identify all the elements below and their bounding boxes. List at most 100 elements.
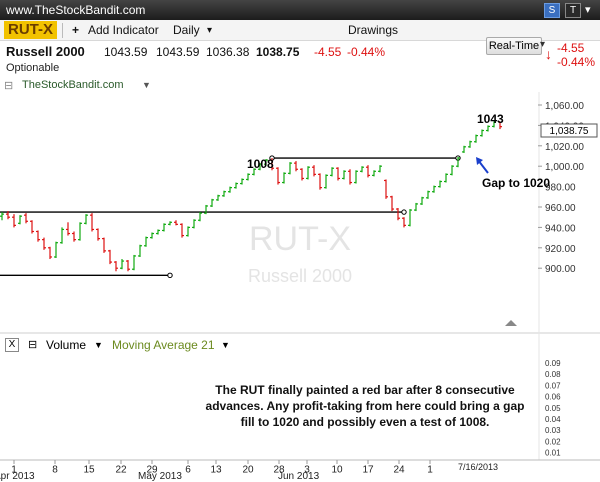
volume-collapse-icon[interactable]: ⊟	[28, 339, 38, 351]
side-change-pct: -0.44%	[557, 55, 596, 69]
interval-select[interactable]: Daily	[173, 23, 200, 37]
price-bar	[474, 134, 478, 143]
x-tick-label: 10	[331, 464, 343, 475]
price-bar	[90, 213, 94, 232]
month-label: Jun 2013	[278, 471, 320, 482]
realtime-chevron-icon[interactable]: ▾	[540, 39, 546, 50]
label-1008: 1008	[247, 157, 274, 171]
price-bar	[114, 261, 118, 272]
price-bar	[282, 172, 286, 184]
line-handle[interactable]	[167, 272, 173, 279]
collapse-icon[interactable]: ⊟	[4, 80, 14, 92]
price-bar	[72, 231, 76, 242]
volume-chevron-icon[interactable]: ▼	[94, 340, 103, 350]
volume-tick-label: 0.03	[545, 426, 561, 435]
price-bar	[330, 167, 334, 177]
gap-arrowhead-icon	[476, 157, 483, 165]
line-handle[interactable]	[401, 209, 407, 215]
price-bar	[48, 246, 52, 260]
quote-change: -4.55	[314, 45, 342, 59]
price-bar	[66, 222, 70, 236]
add-indicator-button[interactable]: Add Indicator	[88, 23, 159, 37]
price-bar	[84, 214, 88, 225]
close-icon[interactable]: X	[5, 338, 19, 352]
volume-tick-label: 0.08	[545, 370, 561, 379]
arrow-down-icon: ↓	[545, 46, 552, 62]
price-bar	[438, 180, 442, 188]
interval-chevron-icon[interactable]: ▾	[207, 25, 213, 36]
price-bar	[42, 237, 46, 250]
drawings-button[interactable]: Drawings	[348, 23, 399, 37]
s-menu-button[interactable]: S	[544, 3, 560, 18]
price-bar	[138, 244, 142, 257]
price-bar	[162, 223, 166, 232]
y-tick-label: 940.00	[545, 223, 576, 234]
scroll-up-icon[interactable]	[505, 320, 517, 326]
x-tick-label: 8	[52, 464, 58, 475]
volume-tick-label: 0.09	[545, 359, 561, 368]
x-tick-label: 28	[273, 464, 285, 475]
volume-label: Volume	[46, 338, 87, 352]
price-bar	[120, 259, 124, 270]
price-bar	[24, 213, 28, 224]
price-bar	[6, 211, 10, 220]
chart-menu-chevron-icon[interactable]: ▼	[142, 80, 151, 90]
watermark-symbol: RUT-X	[249, 220, 351, 258]
title-bar: www.TheStockBandit.com S T ▾	[0, 0, 600, 20]
price-bar	[402, 217, 406, 228]
price-bar	[228, 186, 232, 193]
y-tick-label: 920.00	[545, 244, 576, 255]
price-bar	[486, 125, 490, 132]
price-bar	[192, 219, 196, 229]
price-bar	[348, 169, 352, 185]
price-bar	[342, 170, 346, 180]
price-bar	[270, 158, 274, 171]
x-tick-label: 1	[427, 464, 433, 475]
window-title: www.TheStockBandit.com	[6, 3, 146, 17]
price-bar	[216, 194, 220, 201]
quote-low: 1036.38	[206, 45, 250, 59]
t-menu-button[interactable]: T	[565, 3, 581, 18]
x-tick-label: 13	[210, 464, 222, 475]
price-bar	[366, 165, 370, 178]
price-bar	[336, 167, 340, 181]
y-tick-label: 900.00	[545, 264, 576, 275]
price-bar	[102, 237, 106, 253]
volume-tick-label: 0.02	[545, 437, 561, 446]
y-tick-label: 960.00	[545, 203, 576, 214]
chart-title: TheStockBandit.com	[22, 79, 124, 91]
ma-chevron-icon[interactable]: ▼	[221, 340, 230, 350]
price-bar	[456, 157, 460, 168]
chevron-down-icon[interactable]: ▾	[585, 4, 591, 16]
price-bar	[126, 260, 130, 272]
price-bar	[294, 161, 298, 172]
price-bar	[174, 220, 178, 226]
price-bar	[108, 249, 112, 265]
volume-tick-label: 0.05	[545, 404, 561, 413]
price-bar	[180, 223, 184, 238]
volume-tick-label: 0.04	[545, 415, 561, 424]
price-bar	[264, 159, 268, 167]
month-label: May 2013	[138, 471, 182, 482]
realtime-button[interactable]: Real-Time	[486, 37, 542, 55]
price-bar	[156, 229, 160, 235]
price-bar	[444, 173, 448, 183]
watermark-name: Russell 2000	[248, 266, 352, 286]
price-callout: 1,038.75	[550, 126, 589, 137]
volume-tick-label: 0.07	[545, 381, 561, 390]
price-bar	[168, 221, 172, 226]
price-bar	[252, 168, 256, 176]
add-indicator-plus-icon[interactable]: +	[72, 23, 80, 37]
price-bar	[258, 163, 262, 171]
price-bar	[18, 215, 22, 225]
quote-last: 1038.75	[256, 45, 300, 59]
price-bar	[306, 166, 310, 180]
price-bar	[276, 167, 280, 185]
price-bar	[204, 204, 208, 215]
x-tick-label: 29	[146, 464, 158, 475]
symbol-input[interactable]: RUT-X	[4, 21, 57, 39]
price-bar	[234, 182, 238, 189]
price-bar	[384, 179, 388, 199]
price-bar	[132, 254, 136, 271]
